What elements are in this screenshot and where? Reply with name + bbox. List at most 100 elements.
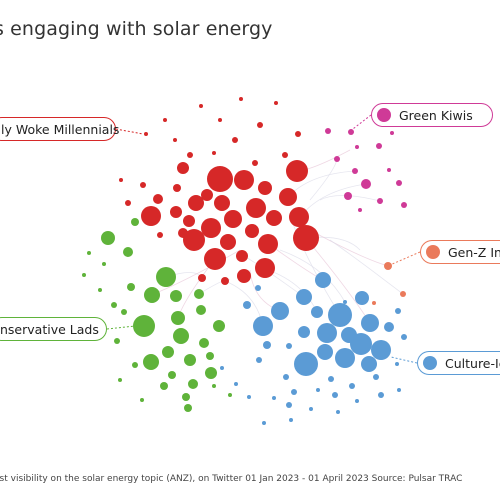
genz-node (384, 262, 392, 270)
source-footnote: est visibility on the solar energy topic… (0, 474, 463, 484)
lads-node (156, 267, 176, 287)
culture-node (343, 300, 347, 304)
network-edge (269, 244, 324, 281)
culture-node (247, 395, 251, 399)
lads-node (184, 404, 192, 412)
culture-node (286, 402, 292, 408)
lads-node (184, 354, 196, 366)
woke-node (224, 210, 242, 228)
woke-node (220, 234, 236, 250)
woke-node (295, 131, 301, 137)
green-kiwis-swatch (377, 108, 391, 122)
label-leader-lines (106, 114, 421, 364)
woke-node (234, 170, 254, 190)
label-leader-line (389, 251, 421, 266)
network-edge (299, 183, 367, 218)
network-edge (279, 249, 346, 303)
network-edge (329, 239, 404, 295)
genz-node (400, 291, 406, 297)
green-node (325, 128, 331, 134)
woke-node (232, 137, 238, 143)
culture-node (395, 362, 399, 366)
green-node (334, 156, 340, 162)
woke-node (125, 200, 131, 206)
lads-node (87, 251, 91, 255)
green-node (355, 145, 359, 149)
woke-node (246, 198, 266, 218)
woke-node (140, 182, 146, 188)
green-node (396, 180, 402, 186)
lads-node (171, 311, 185, 325)
woke-node (198, 274, 206, 282)
woke-node (173, 184, 181, 192)
lads-node (162, 346, 174, 358)
woke-node (289, 207, 309, 227)
culture-node (291, 389, 297, 395)
woke-node (255, 258, 275, 278)
lads-node (160, 382, 168, 390)
label-leader-line (115, 128, 144, 135)
woke-node (282, 152, 288, 158)
culture-node (271, 302, 289, 320)
lads-node (188, 379, 198, 389)
lads-node (199, 338, 209, 348)
green-node (390, 131, 394, 135)
woke-node (153, 194, 163, 204)
culture-node (328, 303, 352, 327)
lads-node (127, 283, 135, 291)
culture-node (220, 366, 224, 370)
culture-node (298, 326, 310, 338)
woke-node (157, 232, 163, 238)
lads-node (111, 302, 117, 308)
culture-node (234, 382, 238, 386)
culture-node (317, 323, 337, 343)
lads-node (170, 290, 182, 302)
green-node (401, 202, 407, 208)
green-node (358, 208, 362, 212)
culture-node (263, 341, 271, 349)
label-leader-line (106, 325, 136, 330)
woke-node (163, 118, 167, 122)
lads-node (102, 262, 106, 266)
community-label-text: Green Kiwis (399, 107, 473, 123)
green-node (376, 143, 382, 149)
community-label-text: nservative Lads (0, 321, 99, 337)
woke-node (207, 166, 233, 192)
culture-node (332, 392, 338, 398)
woke-node (214, 195, 230, 211)
woke-node (177, 162, 189, 174)
lads-node (133, 315, 155, 337)
lads-node (194, 289, 204, 299)
network-edge (309, 229, 389, 267)
lads-node (206, 352, 214, 360)
woke-node (188, 195, 204, 211)
culture-node (397, 388, 401, 392)
lads-node (168, 371, 176, 379)
lads-node (140, 398, 144, 402)
community-label-conservative-lads: nservative Lads (0, 317, 107, 341)
woke-node (183, 229, 205, 251)
community-label-text: Gen-Z Inv (448, 244, 500, 260)
culture-node (311, 306, 323, 318)
lads-node (205, 367, 217, 379)
lads-node (123, 247, 133, 257)
woke-node (218, 118, 222, 122)
culture-node (315, 272, 331, 288)
culture-node (401, 334, 407, 340)
woke-node (257, 122, 263, 128)
culture-node (350, 333, 372, 355)
lads-node (212, 384, 216, 388)
green-node (361, 179, 371, 189)
culture-node (256, 357, 262, 363)
green-node (377, 198, 383, 204)
community-label-woke-millennials: ly Woke Millennials (0, 117, 119, 141)
lads-node (118, 378, 122, 382)
culture-node (373, 374, 379, 380)
lads-node (101, 231, 115, 245)
culture-node (349, 383, 355, 389)
woke-node (141, 206, 161, 226)
woke-node (286, 160, 308, 182)
lads-node (182, 393, 190, 401)
green-node (387, 168, 391, 172)
culture-node (286, 343, 292, 349)
